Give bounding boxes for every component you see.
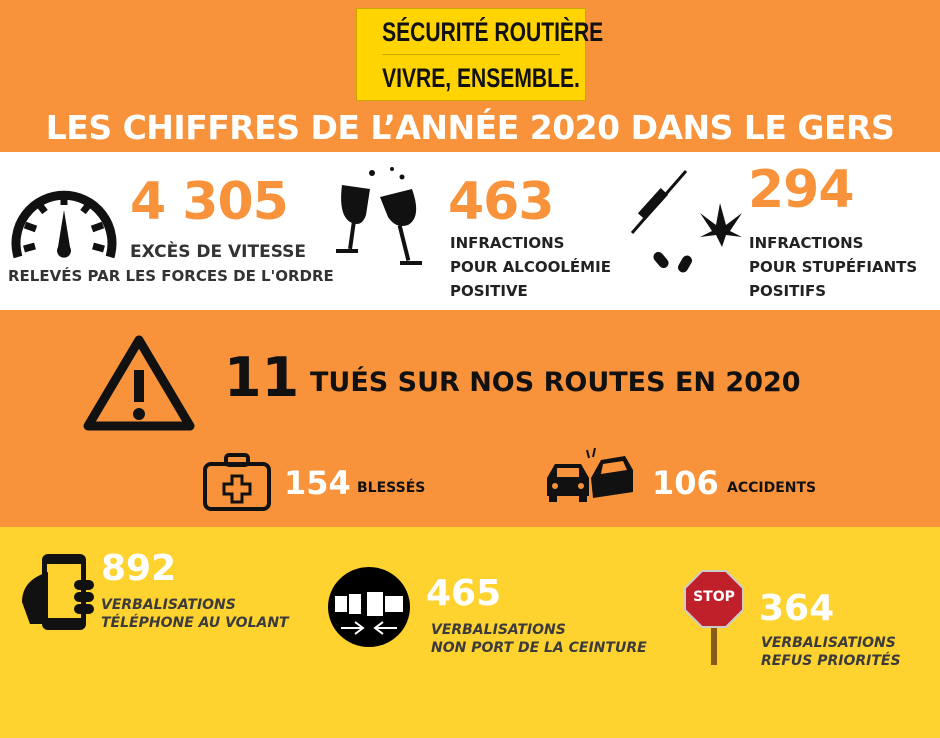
seatbelt-line1: VERBALISATIONS [431, 622, 566, 638]
seatbelt-value: 465 [426, 573, 502, 614]
stop-sign-icon: STOP [684, 570, 744, 665]
drugs-line3: POSITIFS [749, 282, 826, 300]
deaths-value: 11 [224, 346, 300, 409]
phone-value: 892 [101, 548, 177, 589]
casualties-band [0, 310, 940, 527]
car-crash-icon [547, 448, 633, 502]
injured-label: BLESSÉS [357, 480, 426, 496]
speeding-value: 4 305 [130, 172, 289, 232]
stop-sign-text: STOP [693, 589, 735, 605]
accidents-value: 106 [652, 464, 719, 502]
first-aid-kit-icon [203, 453, 271, 511]
securite-routiere-logo: SÉCURITÉ ROUTIÈRE VIVRE, ENSEMBLE. [356, 8, 603, 101]
deaths-label: TUÉS SUR NOS ROUTES EN 2020 [310, 367, 801, 398]
priority-line1: VERBALISATIONS [761, 635, 896, 651]
logo-line-1: SÉCURITÉ ROUTIÈRE [382, 9, 603, 55]
speeding-sublabel: RELEVÉS PAR LES FORCES DE L'ORDRE [8, 267, 334, 285]
drugs-value: 294 [748, 160, 855, 220]
page-title: LES CHIFFRES DE L’ANNÉE 2020 DANS LE GER… [45, 108, 895, 147]
wine-glasses-icon [336, 167, 422, 265]
logo-line-2: VIVRE, ENSEMBLE. [382, 63, 580, 93]
phone-in-hand-icon [22, 554, 94, 630]
speedometer-icon [11, 190, 117, 259]
phone-line2: TÉLÉPHONE AU VOLANT [101, 615, 289, 631]
speeding-label: EXCÈS DE VITESSE [130, 242, 307, 262]
verbalisations-band [0, 527, 940, 738]
drugs-line1: INFRACTIONS [749, 234, 864, 252]
seatbelt-line2: NON PORT DE LA CEINTURE [431, 640, 647, 656]
injured-value: 154 [284, 464, 351, 502]
seatbelt-icon [328, 567, 410, 647]
priority-line2: REFUS PRIORITÉS [761, 653, 901, 669]
infractions-band [0, 152, 940, 310]
alcohol-value: 463 [448, 172, 555, 232]
warning-icon [83, 335, 195, 431]
priority-value: 364 [759, 588, 835, 629]
accidents-label: ACCIDENTS [727, 480, 817, 496]
alcohol-line1: INFRACTIONS [450, 234, 565, 252]
drugs-line2: POUR STUPÉFIANTS [749, 258, 918, 276]
phone-line1: VERBALISATIONS [101, 597, 236, 613]
drugs-icon [630, 170, 742, 273]
alcohol-line3: POSITIVE [450, 282, 528, 300]
alcohol-line2: POUR ALCOOLÉMIE [450, 258, 611, 276]
